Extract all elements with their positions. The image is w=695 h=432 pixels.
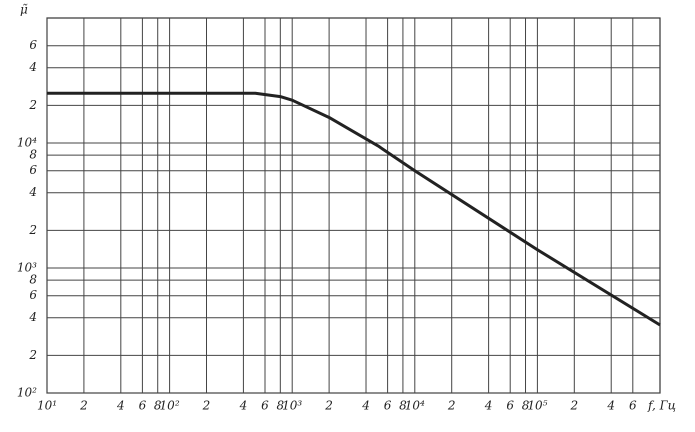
- x-tick-label: 2: [324, 399, 333, 413]
- y-tick-label: 8: [29, 148, 37, 162]
- x-tick-label: 10⁵: [527, 399, 547, 413]
- x-axis-label: f, Гц: [647, 399, 676, 413]
- x-tick-label: 8: [276, 399, 284, 413]
- y-tick-label: 10⁴: [17, 136, 37, 150]
- x-tick-label: 2: [447, 399, 456, 413]
- x-tick-label: 4: [361, 399, 370, 413]
- plot-frame: [46, 17, 661, 394]
- y-axis-label: μ̃: [20, 3, 28, 17]
- data-line: [47, 91, 661, 327]
- x-tick-label: 8: [154, 399, 162, 413]
- x-tick-label: 10²: [160, 399, 180, 413]
- x-tick-label: 2: [202, 399, 211, 413]
- x-tick-label: 6: [629, 399, 637, 413]
- y-tick-label: 6: [29, 163, 37, 177]
- y-tick-label: 2: [28, 98, 37, 112]
- x-tick-label: 6: [384, 399, 392, 413]
- x-tick-label: 4: [116, 399, 125, 413]
- y-tick-label: 10²: [17, 386, 37, 400]
- y-tick-label: 6: [29, 288, 37, 302]
- x-tick-label: 4: [606, 399, 615, 413]
- x-tick-label: 6: [261, 399, 269, 413]
- x-tick-label: 8: [399, 399, 407, 413]
- x-tick-label: 10³: [282, 399, 302, 413]
- x-tick-label: 4: [239, 399, 248, 413]
- x-tick-label: 8: [522, 399, 530, 413]
- y-tick-label: 10³: [17, 261, 37, 275]
- x-tick-label: 10⁴: [405, 399, 425, 413]
- y-tick-label: 6: [29, 38, 37, 52]
- x-tick-label: 2: [569, 399, 578, 413]
- x-tick-label: 4: [484, 399, 493, 413]
- x-tick-label: 6: [139, 399, 147, 413]
- x-tick-label: 2: [79, 399, 88, 413]
- y-tick-label: 4: [28, 310, 37, 324]
- x-tick-label: 6: [506, 399, 514, 413]
- y-tick-label: 4: [28, 60, 37, 74]
- y-tick-label: 8: [29, 273, 37, 287]
- y-tick-label: 2: [28, 223, 37, 237]
- x-tick-label: 10¹: [37, 399, 57, 413]
- y-tick-label: 2: [28, 348, 37, 362]
- y-tick-label: 4: [28, 185, 37, 199]
